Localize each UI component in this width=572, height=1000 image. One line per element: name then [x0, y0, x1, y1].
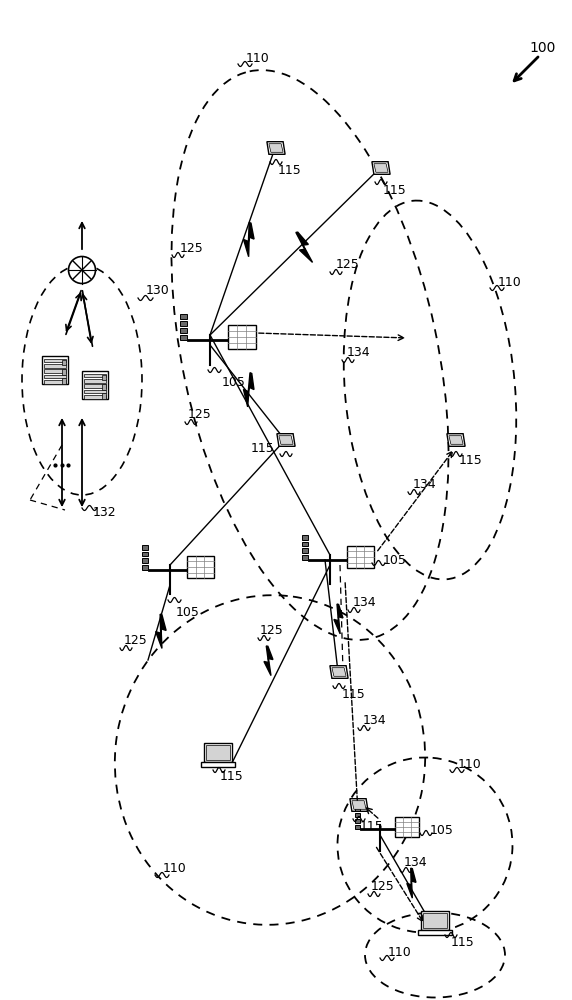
- Polygon shape: [269, 144, 283, 152]
- Bar: [62, 369, 66, 375]
- Polygon shape: [296, 232, 312, 262]
- Bar: [418, 930, 452, 935]
- Bar: [141, 565, 148, 570]
- Polygon shape: [407, 868, 416, 898]
- Bar: [204, 743, 232, 762]
- Text: 110: 110: [388, 946, 412, 958]
- Bar: [395, 816, 419, 837]
- Text: 125: 125: [371, 880, 395, 892]
- Bar: [180, 328, 187, 333]
- Polygon shape: [244, 222, 254, 257]
- Text: 110: 110: [498, 275, 522, 288]
- Text: 134: 134: [346, 347, 370, 360]
- Bar: [141, 558, 148, 563]
- Bar: [355, 825, 360, 829]
- Text: 125: 125: [188, 408, 212, 422]
- Bar: [82, 371, 108, 399]
- Text: 115: 115: [278, 163, 302, 176]
- Text: 134: 134: [412, 479, 436, 491]
- Text: 115: 115: [251, 442, 275, 454]
- Polygon shape: [267, 142, 285, 154]
- Bar: [301, 535, 308, 540]
- Polygon shape: [350, 799, 368, 811]
- Bar: [84, 390, 106, 393]
- Bar: [102, 384, 106, 390]
- Bar: [206, 745, 231, 760]
- Polygon shape: [374, 164, 388, 172]
- Text: 125: 125: [260, 624, 284, 637]
- Text: 110: 110: [246, 51, 270, 64]
- Text: 134: 134: [362, 714, 386, 726]
- Text: 132: 132: [92, 506, 116, 518]
- Text: 115: 115: [342, 688, 366, 700]
- Polygon shape: [277, 434, 295, 446]
- Bar: [301, 555, 308, 560]
- Bar: [42, 356, 68, 384]
- Polygon shape: [372, 162, 390, 174]
- Bar: [102, 375, 106, 380]
- Bar: [180, 314, 187, 319]
- Bar: [44, 380, 66, 384]
- Bar: [84, 379, 106, 383]
- Bar: [44, 375, 66, 378]
- Text: 115: 115: [451, 936, 475, 948]
- Bar: [141, 552, 148, 556]
- Bar: [84, 374, 106, 377]
- Polygon shape: [449, 436, 463, 444]
- Bar: [187, 556, 214, 578]
- Bar: [180, 321, 187, 326]
- Bar: [355, 819, 360, 823]
- Text: 100: 100: [530, 41, 556, 55]
- Polygon shape: [244, 373, 254, 407]
- Bar: [201, 762, 235, 767]
- Bar: [347, 546, 374, 568]
- Text: 125: 125: [180, 241, 204, 254]
- Text: 115: 115: [220, 770, 244, 784]
- Polygon shape: [279, 436, 293, 444]
- Circle shape: [69, 256, 96, 284]
- Text: 110: 110: [458, 758, 482, 770]
- Bar: [301, 542, 308, 546]
- Bar: [84, 384, 106, 388]
- Bar: [44, 359, 66, 362]
- Bar: [228, 325, 256, 349]
- Bar: [180, 335, 187, 340]
- Bar: [141, 545, 148, 550]
- Bar: [44, 364, 66, 368]
- Bar: [102, 393, 106, 399]
- Text: 134: 134: [352, 595, 376, 608]
- Polygon shape: [330, 666, 348, 678]
- Polygon shape: [332, 668, 346, 676]
- Bar: [355, 813, 360, 817]
- Bar: [44, 369, 66, 373]
- Polygon shape: [264, 646, 273, 676]
- Polygon shape: [334, 604, 343, 634]
- Bar: [301, 548, 308, 553]
- Text: 115: 115: [360, 820, 384, 834]
- Text: 125: 125: [124, 634, 148, 647]
- Bar: [421, 911, 449, 930]
- Text: 105: 105: [222, 375, 246, 388]
- Text: 105: 105: [176, 605, 200, 618]
- Bar: [62, 378, 66, 384]
- Text: 105: 105: [383, 554, 407, 568]
- Text: 110: 110: [163, 862, 187, 876]
- Polygon shape: [352, 801, 366, 809]
- Bar: [62, 360, 66, 365]
- Bar: [355, 807, 360, 811]
- Polygon shape: [447, 434, 465, 446]
- Text: 134: 134: [403, 856, 427, 868]
- Text: 125: 125: [336, 257, 360, 270]
- Bar: [423, 913, 447, 928]
- Text: 115: 115: [459, 454, 483, 466]
- Polygon shape: [156, 614, 166, 648]
- Bar: [84, 395, 106, 399]
- Text: 105: 105: [430, 824, 454, 836]
- Text: 130: 130: [146, 284, 170, 298]
- Text: 115: 115: [383, 184, 407, 196]
